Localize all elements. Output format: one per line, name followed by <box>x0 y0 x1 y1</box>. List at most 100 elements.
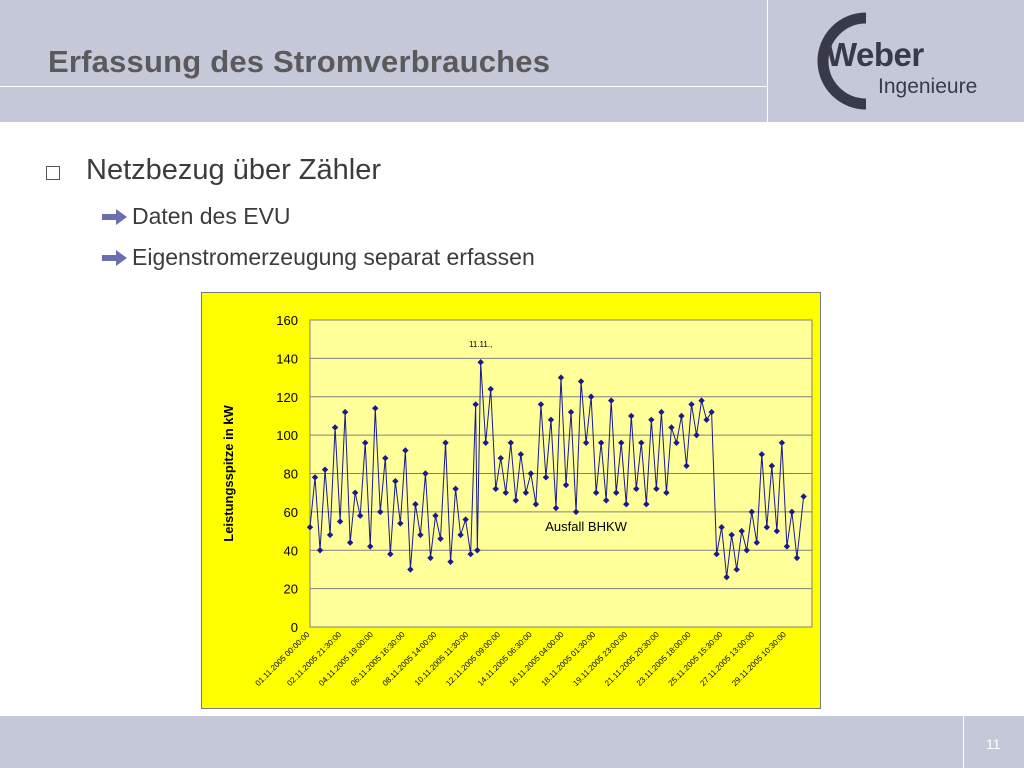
data-point <box>422 470 429 477</box>
data-point <box>592 489 600 496</box>
data-point <box>763 524 771 531</box>
data-point <box>688 401 695 408</box>
y-axis-label: Leistungsspitze in kW <box>221 405 236 542</box>
data-point <box>351 489 359 496</box>
logo-name: Weber <box>826 36 924 73</box>
data-point <box>748 508 755 516</box>
data-point <box>336 518 344 525</box>
data-point <box>362 439 369 446</box>
arrow-right-icon <box>102 208 127 225</box>
data-point <box>733 566 740 573</box>
data-point <box>392 477 399 485</box>
data-point <box>467 550 474 558</box>
y-tick-label: 40 <box>284 543 298 558</box>
x-tick-label: 14.11.2005 06:30:00 <box>476 630 534 688</box>
chart-annotation: 11.11., <box>469 340 492 349</box>
data-point <box>331 424 339 431</box>
data-point <box>474 547 481 554</box>
data-point <box>477 359 484 366</box>
y-tick-label: 80 <box>284 467 298 482</box>
sub-bullet-text: Eigenstromerzeugung separat erfassen <box>132 244 535 270</box>
sub-bullet-1: Daten des EVU <box>100 203 291 230</box>
x-tick-label: 18.11.2005 01:30:00 <box>540 630 598 688</box>
y-tick-label: 120 <box>276 390 298 405</box>
data-point <box>452 485 459 493</box>
data-point <box>718 524 725 531</box>
data-point <box>658 408 665 416</box>
page-number: 11 <box>986 736 1001 752</box>
x-tick-label: 06.11.2005 16:30:00 <box>349 630 407 688</box>
x-tick-label: 10.11.2005 11:30:00 <box>413 630 471 688</box>
y-tick-label: 0 <box>291 620 298 635</box>
chart-annotation: Ausfall BHKW <box>545 519 627 534</box>
data-point <box>582 439 590 446</box>
data-point <box>442 439 449 446</box>
data-point <box>321 466 329 473</box>
footer-band <box>0 716 1024 768</box>
data-point <box>678 412 685 420</box>
data-point <box>552 504 560 512</box>
data-point <box>387 550 394 558</box>
logo-subtitle: Ingenieure <box>878 75 978 98</box>
data-point <box>341 408 349 416</box>
data-point <box>447 558 454 565</box>
data-point <box>793 554 801 562</box>
data-point <box>412 501 419 508</box>
data-point <box>372 405 379 412</box>
data-point <box>532 501 540 508</box>
x-tick-label: 21.11.2005 20:30:00 <box>603 630 661 688</box>
weber-logo: Weber Ingenieure <box>768 0 1024 122</box>
data-point <box>472 401 479 408</box>
header-separator <box>767 0 768 122</box>
bullet-square-icon <box>46 166 60 180</box>
data-point <box>768 462 776 470</box>
x-tick-label: 23.11.2005 18:00:00 <box>635 630 693 688</box>
data-point <box>683 462 690 470</box>
data-point <box>382 454 389 462</box>
chart-frame: 0 20 40 60 80 100 120 140 160 Leistungsspitze in … <box>201 292 821 709</box>
x-tick-label: 01.11.2005 00:00:00 <box>254 630 312 688</box>
logo-c-ring-icon <box>817 12 867 110</box>
data-point <box>738 527 745 535</box>
data-point <box>572 508 580 516</box>
data-point <box>587 393 595 400</box>
y-tick-label: 160 <box>276 313 298 328</box>
data-point <box>557 374 565 381</box>
data-point <box>728 531 735 539</box>
y-tick-label: 140 <box>276 351 298 366</box>
slide-title: Erfassung des Stromverbrauches <box>48 44 551 79</box>
arrow-right-icon <box>102 249 127 266</box>
data-point <box>773 527 781 535</box>
data-point <box>653 485 660 493</box>
data-point <box>618 439 625 446</box>
x-tick-label: 04.11.2005 19:00:00 <box>317 630 375 688</box>
data-point <box>788 508 796 516</box>
y-tick-label: 60 <box>284 505 298 520</box>
y-tick-label: 100 <box>276 428 298 443</box>
bullet-text: Netzbezug über Zähler <box>86 154 381 186</box>
data-point <box>562 481 570 489</box>
data-point <box>482 439 489 446</box>
x-tick-label: 27.11.2005 13:00:00 <box>698 630 756 688</box>
x-tick-label: 16.11.2005 04:00:00 <box>508 630 566 688</box>
data-point <box>326 531 334 539</box>
x-tick-label: 29.11.2005 10:30:00 <box>730 630 788 688</box>
data-point <box>357 512 364 519</box>
data-point <box>311 474 319 481</box>
data-point <box>800 493 807 500</box>
sub-bullet-2: Eigenstromerzeugung separat erfassen <box>100 244 535 271</box>
data-point <box>708 408 715 416</box>
data-point <box>758 451 765 458</box>
x-tick-label: 12.11.2005 09:00:00 <box>444 630 502 688</box>
data-point <box>648 416 655 423</box>
data-point <box>522 489 530 496</box>
data-point <box>743 547 750 554</box>
sub-bullet-text: Daten des EVU <box>132 203 291 229</box>
x-tick-label: 25.11.2005 15:30:00 <box>667 630 725 688</box>
data-point <box>623 501 630 508</box>
x-tick-label: 08.11.2005 14:00:00 <box>381 630 439 688</box>
data-point <box>527 470 535 477</box>
data-point <box>487 385 494 393</box>
series-line <box>309 362 805 578</box>
x-tick-label: 19.11.2005 23:00:00 <box>571 630 629 688</box>
